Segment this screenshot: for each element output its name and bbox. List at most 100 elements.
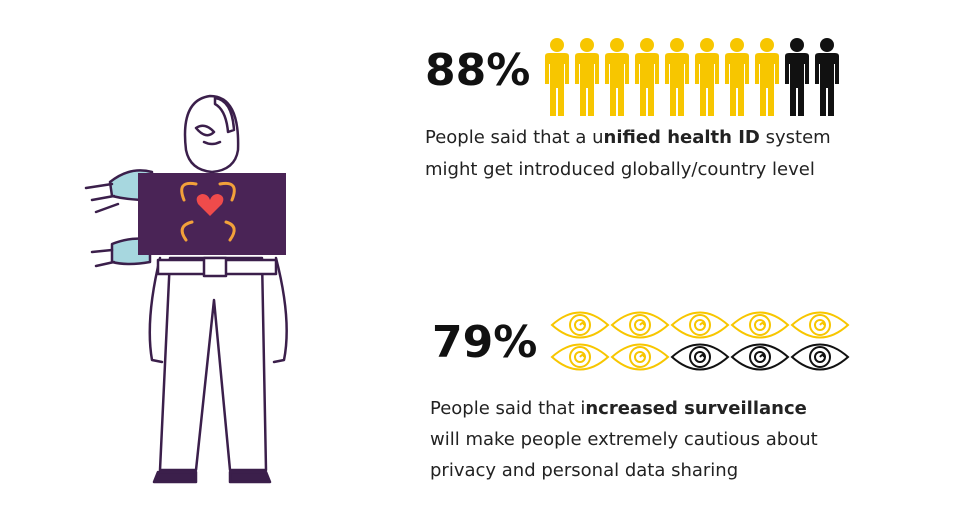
iris <box>689 314 711 336</box>
swirl <box>639 322 645 326</box>
stat-block: 79% People said that increased surveillan… <box>430 311 850 481</box>
text-run: People said that i <box>430 398 585 419</box>
eye-icon <box>610 343 670 371</box>
eye-icon <box>550 343 610 371</box>
eye-outline <box>610 343 670 371</box>
eye-icon <box>730 343 790 371</box>
iris <box>569 314 591 336</box>
swirl <box>819 322 825 326</box>
eye-outline <box>790 343 850 371</box>
text-run: might get introduced globally/country le… <box>425 159 815 180</box>
head <box>670 38 684 52</box>
stat-block: 88% People said that a unified health ID … <box>425 38 839 180</box>
illustration <box>84 94 288 484</box>
description-line: People said that increased surveillance <box>430 398 807 419</box>
body <box>665 53 689 116</box>
pupil <box>634 319 646 331</box>
pupil <box>754 319 766 331</box>
pupil <box>634 351 646 363</box>
swirl <box>759 322 765 326</box>
body <box>605 53 629 116</box>
icon-row <box>545 38 839 116</box>
swirl <box>579 354 585 358</box>
swirl <box>639 354 645 358</box>
pupil <box>574 351 586 363</box>
person-icon <box>815 38 839 116</box>
swirl <box>579 322 585 326</box>
eye-icon <box>610 311 670 339</box>
pupil <box>694 319 706 331</box>
bold-text: nified health ID <box>604 127 760 148</box>
pupil <box>574 319 586 331</box>
stat-figure: 79% <box>432 317 537 368</box>
eye-icon <box>670 343 730 371</box>
body <box>695 53 719 116</box>
head <box>760 38 774 52</box>
text-run: People said that a u <box>425 127 604 148</box>
eye-outline <box>550 343 610 371</box>
eye-outline <box>790 311 850 339</box>
body <box>575 53 599 116</box>
swirl <box>699 354 705 358</box>
eye-outline <box>550 311 610 339</box>
iris <box>689 346 711 368</box>
text-run: privacy and personal data sharing <box>430 460 738 481</box>
iris <box>629 346 651 368</box>
pupil <box>694 351 706 363</box>
eye-icon <box>670 311 730 339</box>
icon-row <box>550 311 850 371</box>
body <box>755 53 779 116</box>
person-icon <box>635 38 659 116</box>
person-icon <box>605 38 629 116</box>
body <box>785 53 809 116</box>
eye-outline <box>670 343 730 371</box>
head <box>820 38 834 52</box>
pupil <box>814 351 826 363</box>
person-icon <box>755 38 779 116</box>
eye-icon <box>730 311 790 339</box>
iris <box>629 314 651 336</box>
head <box>580 38 594 52</box>
person-icon <box>665 38 689 116</box>
head <box>730 38 744 52</box>
body <box>725 53 749 116</box>
eye-outline <box>610 311 670 339</box>
body <box>545 53 569 116</box>
description-line: might get introduced globally/country le… <box>425 159 815 180</box>
iris <box>749 346 771 368</box>
pupil <box>814 319 826 331</box>
iris <box>569 346 591 368</box>
head <box>610 38 624 52</box>
eye-icon <box>790 343 850 371</box>
head <box>640 38 654 52</box>
person-icon <box>785 38 809 116</box>
person-icon <box>725 38 749 116</box>
pupil <box>754 351 766 363</box>
swirl <box>759 354 765 358</box>
head <box>790 38 804 52</box>
description-line: privacy and personal data sharing <box>430 460 738 481</box>
description-line: will make people extremely cautious abou… <box>430 429 818 450</box>
swirl <box>699 322 705 326</box>
stat-figure: 88% <box>425 45 530 96</box>
eye-outline <box>670 311 730 339</box>
eye-outline <box>730 343 790 371</box>
body <box>815 53 839 116</box>
person-icon <box>575 38 599 116</box>
person-icon <box>545 38 569 116</box>
person-icon <box>695 38 719 116</box>
iris <box>809 346 831 368</box>
iris <box>749 314 771 336</box>
iris <box>809 314 831 336</box>
description-line: People said that a unified health ID sys… <box>425 127 831 148</box>
body <box>635 53 659 116</box>
bold-text: ncreased surveillance <box>585 398 806 419</box>
eye-icon <box>790 311 850 339</box>
text-run: will make people extremely cautious abou… <box>430 429 818 450</box>
eye-outline <box>730 311 790 339</box>
text-run: system <box>760 127 831 148</box>
head <box>700 38 714 52</box>
eye-icon <box>550 311 610 339</box>
swirl <box>819 354 825 358</box>
